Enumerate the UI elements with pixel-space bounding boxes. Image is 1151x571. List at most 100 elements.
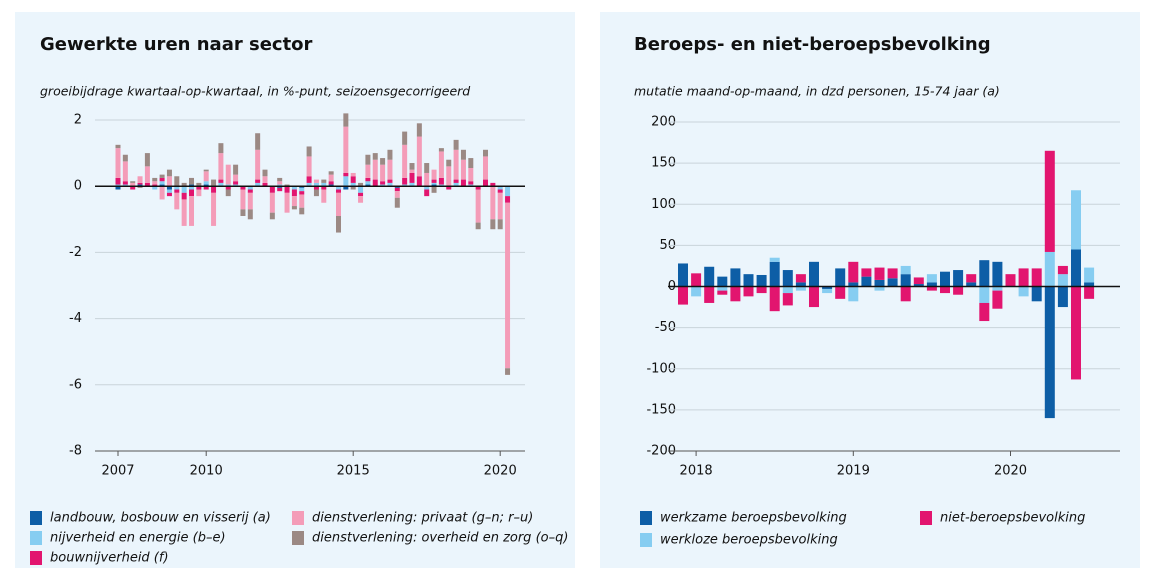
bar: [926, 282, 937, 287]
bar: [218, 179, 224, 183]
bar: [402, 184, 408, 187]
bar: [166, 176, 172, 187]
bar: [861, 276, 872, 287]
bar: [196, 182, 202, 187]
bar: [343, 186, 349, 190]
bar: [343, 113, 349, 127]
bar: [159, 181, 165, 185]
bar: [291, 206, 297, 210]
legend-label: dienstverlening: privaat (g–n; r–u): [312, 511, 533, 526]
bar: [247, 189, 253, 193]
bar: [1044, 150, 1055, 252]
bar: [218, 143, 224, 154]
bar: [336, 215, 341, 233]
bar: [874, 279, 885, 287]
bar: [313, 179, 319, 183]
bar: [809, 286, 819, 308]
y-tick-label: 2: [74, 113, 82, 128]
bar: [321, 179, 327, 183]
bar: [137, 186, 143, 188]
bar: [460, 179, 466, 187]
bar: [240, 186, 246, 190]
bar: [966, 282, 977, 287]
bar: [691, 273, 702, 287]
bar: [1031, 286, 1042, 302]
bar: [196, 189, 202, 197]
bar: [350, 172, 356, 177]
bar: [233, 164, 239, 175]
bar: [394, 187, 400, 192]
bar: [350, 176, 356, 183]
bar: [497, 186, 503, 190]
bar: [247, 192, 253, 210]
bar: [291, 196, 297, 207]
legend-swatch: [30, 511, 42, 525]
bar: [336, 186, 341, 190]
bar: [299, 207, 305, 215]
legend-swatch: [30, 551, 42, 565]
bar: [203, 186, 209, 190]
bar: [321, 186, 327, 190]
bar: [402, 144, 408, 178]
bar: [424, 189, 430, 197]
bar: [497, 219, 503, 230]
bar: [475, 189, 481, 223]
bar: [196, 186, 202, 190]
bar: [1071, 249, 1081, 287]
bar: [225, 186, 231, 190]
x-tick-label: 2019: [837, 464, 870, 479]
bar: [704, 266, 715, 287]
bar: [262, 176, 268, 183]
bar: [431, 169, 437, 180]
bar: [691, 286, 702, 297]
legend-label: werkloze beroepsbevolking: [660, 533, 838, 548]
bar: [505, 186, 511, 197]
bar: [926, 274, 937, 283]
bar: [255, 133, 261, 150]
bar: [306, 182, 312, 187]
bar: [387, 159, 393, 180]
chart-title: Gewerkte uren naar sector: [40, 34, 313, 55]
chart-title: Beroeps- en niet-beroepsbevolking: [634, 34, 991, 55]
bar: [343, 126, 349, 173]
bar: [992, 286, 1003, 291]
bar: [730, 268, 741, 287]
bar: [475, 186, 481, 190]
bar: [284, 186, 290, 193]
bar: [953, 270, 964, 287]
bar: [358, 192, 364, 197]
y-tick-label: -100: [646, 361, 676, 376]
chart-subtitle: mutatie maand-op-maand, in dzd personen,…: [634, 84, 1000, 99]
bar: [468, 181, 474, 185]
bar: [350, 182, 356, 187]
bar: [218, 182, 224, 187]
bar: [416, 123, 422, 137]
bar: [247, 186, 253, 190]
bar: [313, 186, 319, 190]
bar: [152, 186, 158, 190]
legend-swatch: [292, 531, 304, 545]
bar: [181, 199, 187, 226]
bar: [277, 187, 283, 192]
x-tick-label: 2020: [484, 464, 517, 479]
bar: [468, 167, 474, 182]
bar: [203, 171, 209, 182]
bar: [848, 261, 859, 283]
bar: [284, 184, 290, 187]
bar: [431, 186, 437, 193]
bar: [365, 164, 371, 178]
bar: [678, 286, 688, 305]
bar: [203, 184, 209, 187]
bar: [979, 302, 990, 322]
bar: [769, 257, 780, 262]
bar: [306, 176, 312, 183]
bar: [1018, 286, 1029, 297]
bar: [269, 192, 275, 213]
bar: [460, 149, 466, 160]
bar: [159, 184, 165, 187]
y-tick-label: -4: [69, 311, 82, 326]
bar: [365, 181, 371, 185]
bar: [313, 182, 319, 187]
bar: [313, 189, 319, 197]
